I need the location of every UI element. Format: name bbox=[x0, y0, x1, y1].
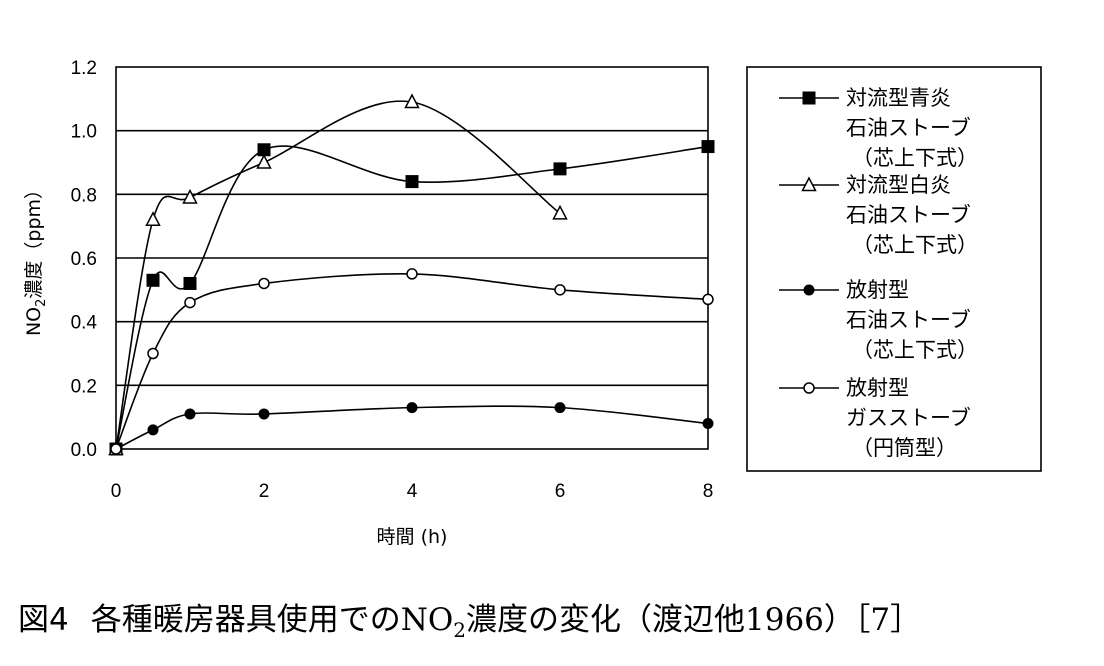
legend-label-0-line-2: （芯上下式） bbox=[852, 146, 978, 170]
caption-no: NO bbox=[401, 602, 454, 638]
y-tick-label-5: 1.0 bbox=[71, 122, 97, 143]
legend-label-1-line-2: （芯上下式） bbox=[852, 233, 978, 257]
series-2-line bbox=[115, 405, 709, 450]
series-0-point-6 bbox=[701, 140, 715, 154]
series-1 bbox=[108, 93, 568, 456]
legend-label-2-line-2: （芯上下式） bbox=[852, 338, 978, 362]
figure-caption: 図4 各種暖房器具使用でのNO2濃度の変化（渡辺他1966）［7］ bbox=[18, 602, 921, 642]
legend-label-1-line-1: 石油ストーブ bbox=[846, 203, 971, 227]
series-3-point-6 bbox=[702, 293, 714, 306]
legend-label-3-line-2: （円筒型） bbox=[852, 436, 957, 460]
legend-marker-3 bbox=[803, 382, 815, 394]
legend-label-2-line-1: 石油ストーブ bbox=[846, 308, 971, 332]
series-1-point-4 bbox=[404, 93, 420, 109]
y-tick-labels: 0.0 0.2 0.4 0.6 0.8 1.0 1.2 bbox=[71, 58, 98, 461]
legend: 対流型青炎石油ストーブ（芯上下式）対流型白炎石油ストーブ（芯上下式）放射型石油ス… bbox=[779, 86, 978, 460]
y-tick-label-6: 1.2 bbox=[71, 58, 97, 79]
x-tick-label-1: 2 bbox=[259, 481, 270, 502]
y-tick-label-0: 0.0 bbox=[71, 440, 97, 461]
series-2-point-5 bbox=[554, 402, 566, 414]
gridlines bbox=[116, 129, 708, 387]
legend-label-0-line-0: 対流型青炎 bbox=[846, 86, 951, 110]
series-2-point-3 bbox=[258, 408, 270, 420]
legend-marker-2 bbox=[803, 284, 815, 296]
series-2-point-4 bbox=[406, 402, 418, 414]
series-1-line bbox=[115, 100, 561, 450]
series-3-point-4 bbox=[406, 268, 418, 280]
series-1-point-2 bbox=[182, 188, 198, 204]
series-3-point-2 bbox=[184, 296, 196, 309]
series-0-point-1 bbox=[146, 273, 160, 287]
y-axis-title-suffix: 濃度（ppm） bbox=[23, 180, 45, 299]
y-tick-label-2: 0.4 bbox=[71, 313, 98, 334]
legend-label-0-line-1: 石油ストーブ bbox=[846, 116, 971, 140]
x-axis-title: 時間 (h) bbox=[377, 526, 448, 548]
series-0-point-2 bbox=[183, 276, 197, 290]
x-tick-label-2: 4 bbox=[407, 481, 418, 502]
series-0 bbox=[109, 140, 715, 456]
caption-subscript: 2 bbox=[453, 618, 466, 642]
legend-marker-1 bbox=[801, 176, 817, 192]
series-group bbox=[108, 93, 715, 456]
caption-text-b: 濃度の変化（渡辺他1966）［7］ bbox=[466, 602, 921, 638]
plot-area-frame bbox=[115, 66, 709, 450]
legend-label-1-line-0: 対流型白炎 bbox=[846, 173, 951, 197]
caption-text-a: 各種暖房器具使用での bbox=[91, 602, 401, 638]
series-1-point-5 bbox=[552, 204, 568, 220]
series-1-point-1 bbox=[145, 211, 161, 227]
series-2-point-6 bbox=[702, 418, 714, 430]
y-axis-title-subscript: 2 bbox=[34, 299, 49, 307]
series-1-point-3 bbox=[256, 153, 272, 169]
legend-label-3-line-1: ガスストーブ bbox=[846, 406, 971, 430]
series-0-point-3 bbox=[257, 143, 271, 157]
series-0-point-5 bbox=[553, 162, 567, 176]
legend-marker-0 bbox=[802, 91, 816, 105]
caption-figure-number: 図4 bbox=[18, 602, 69, 638]
series-2 bbox=[110, 402, 714, 455]
y-tick-label-4: 0.8 bbox=[71, 185, 97, 206]
series-3-point-3 bbox=[258, 277, 270, 290]
y-tick-label-1: 0.2 bbox=[71, 376, 97, 397]
series-3-line bbox=[115, 272, 709, 450]
x-tick-labels: 0 2 4 6 8 bbox=[111, 481, 714, 502]
x-tick-label-4: 8 bbox=[703, 481, 714, 502]
series-3 bbox=[110, 268, 714, 455]
y-tick-label-3: 0.6 bbox=[71, 249, 97, 270]
y-axis-title: NO2濃度（ppm） bbox=[23, 180, 49, 336]
x-tick-label-0: 0 bbox=[111, 481, 122, 502]
series-3-point-1 bbox=[147, 347, 159, 360]
y-axis-title-prefix: NO bbox=[23, 307, 45, 336]
series-0-point-4 bbox=[405, 175, 419, 189]
legend-label-2-line-0: 放射型 bbox=[846, 278, 909, 302]
legend-box bbox=[746, 66, 1042, 472]
series-2-point-2 bbox=[184, 408, 196, 420]
series-2-point-1 bbox=[147, 424, 159, 436]
legend-label-3-line-0: 放射型 bbox=[846, 376, 909, 400]
series-3-point-0 bbox=[110, 443, 122, 455]
x-tick-label-3: 6 bbox=[555, 481, 566, 502]
series-3-point-5 bbox=[554, 284, 566, 296]
